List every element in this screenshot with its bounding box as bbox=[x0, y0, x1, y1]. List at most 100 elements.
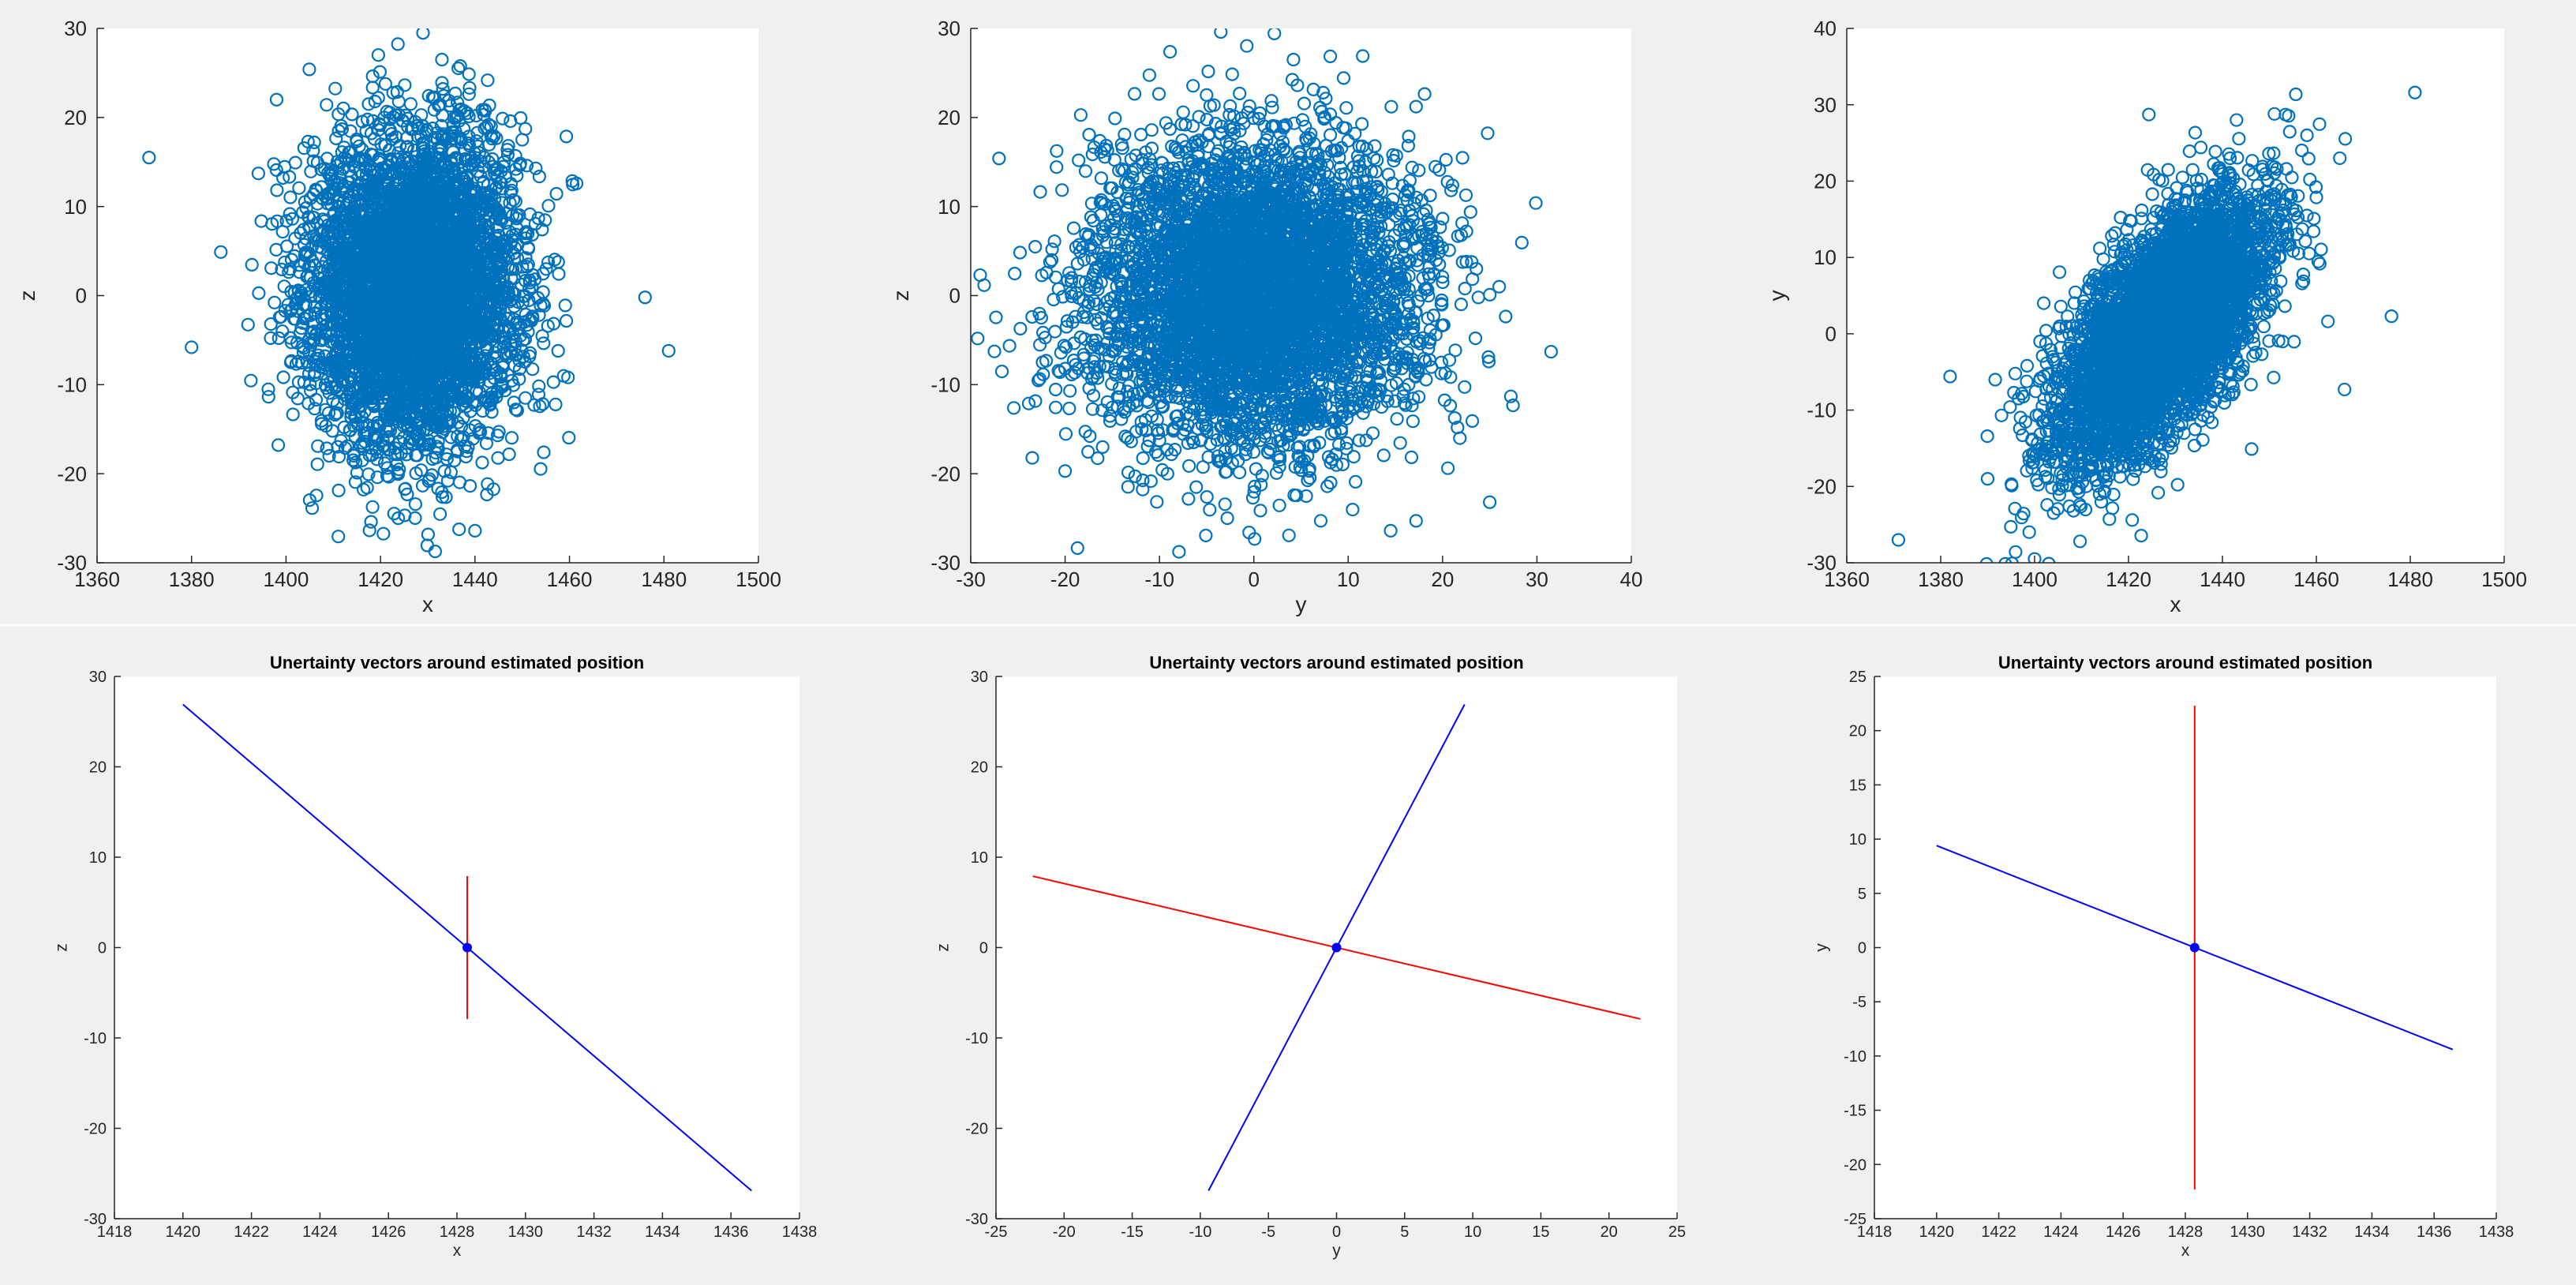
y-tick-label: 0 bbox=[1825, 322, 1837, 346]
x-tick-label: 1432 bbox=[576, 1223, 612, 1241]
y-tick-label: 25 bbox=[1849, 669, 1866, 686]
y-tick-label: -30 bbox=[930, 551, 960, 575]
y-axis-label: y bbox=[1812, 943, 1830, 952]
x-tick-label: -5 bbox=[1261, 1223, 1275, 1241]
y-tick-label: -10 bbox=[57, 373, 87, 396]
y-tick-label: -25 bbox=[1844, 1211, 1866, 1228]
y-axis-label: z bbox=[52, 943, 70, 952]
x-axis-label: x bbox=[2170, 592, 2181, 616]
estimated-position-marker bbox=[462, 943, 472, 953]
x-tick-label: 10 bbox=[1337, 568, 1360, 591]
y-axis-label: z bbox=[934, 943, 952, 952]
x-tick-label: 1424 bbox=[302, 1223, 338, 1241]
x-tick-label: -20 bbox=[1053, 1223, 1076, 1241]
y-tick-label: 30 bbox=[64, 17, 87, 40]
y-tick-label: 30 bbox=[938, 17, 960, 40]
x-tick-label: 1434 bbox=[645, 1223, 680, 1241]
subplot-1: 1360 1380 1400 1420 1440 1460 1480 1500-30-20-1… bbox=[15, 17, 781, 616]
y-tick-label: -10 bbox=[1844, 1048, 1866, 1066]
y-tick-label: 20 bbox=[64, 106, 87, 129]
x-tick-label: 1500 bbox=[2481, 568, 2527, 591]
x-tick-label: 1460 bbox=[547, 568, 593, 591]
y-tick-label: 10 bbox=[89, 849, 107, 867]
y-tick-label: 10 bbox=[938, 195, 960, 219]
y-tick-label: 20 bbox=[1814, 170, 1837, 193]
y-tick-label: 10 bbox=[1849, 831, 1866, 849]
x-tick-label: -10 bbox=[1189, 1223, 1211, 1241]
x-tick-label: -15 bbox=[1121, 1223, 1144, 1241]
x-tick-label: 1430 bbox=[2230, 1223, 2266, 1241]
y-tick-label: 40 bbox=[1814, 17, 1837, 40]
y-tick-label: -30 bbox=[965, 1211, 988, 1228]
x-tick-label: 40 bbox=[1620, 568, 1643, 591]
y-tick-label: 0 bbox=[1858, 940, 1866, 957]
x-tick-label: 5 bbox=[1400, 1223, 1409, 1241]
subplot-6: 1418 1420 1422 1424 1426 1428 1430 1432 1434 1436… bbox=[1812, 653, 2514, 1260]
x-tick-label: 1436 bbox=[2417, 1223, 2452, 1241]
chart-title: Unertainty vectors around estimated posi… bbox=[270, 653, 644, 672]
subplot-5: -25 -20 -15 -10 -5 0 5 10 15 20 25-30-20-100102030… bbox=[934, 653, 1686, 1260]
x-tick-label: 30 bbox=[1526, 568, 1548, 591]
x-tick-label: 1422 bbox=[234, 1223, 269, 1241]
x-tick-label: 1436 bbox=[713, 1223, 749, 1241]
chart-title: Unertainty vectors around estimated posi… bbox=[1998, 653, 2372, 672]
estimated-position-marker bbox=[1332, 943, 1342, 953]
y-axis-label: y bbox=[1765, 290, 1789, 302]
x-tick-label: 1426 bbox=[2106, 1223, 2141, 1241]
plot-area bbox=[114, 676, 799, 1219]
estimated-position-marker bbox=[2190, 943, 2200, 953]
y-tick-label: 15 bbox=[1849, 777, 1866, 794]
x-axis-label: x bbox=[453, 1242, 462, 1260]
y-tick-label: 0 bbox=[979, 940, 988, 957]
y-tick-label: 20 bbox=[938, 106, 960, 129]
y-tick-label: -5 bbox=[1852, 994, 1866, 1011]
x-tick-label: 1432 bbox=[2292, 1223, 2327, 1241]
y-tick-label: -30 bbox=[84, 1211, 107, 1228]
chart-title: Unertainty vectors around estimated posi… bbox=[1149, 653, 1523, 672]
x-tick-label: 1438 bbox=[782, 1223, 818, 1241]
y-tick-label: 30 bbox=[1814, 93, 1837, 117]
y-tick-label: 20 bbox=[89, 759, 107, 777]
y-tick-label: 0 bbox=[98, 940, 107, 957]
x-tick-label: 1428 bbox=[2168, 1223, 2203, 1241]
x-tick-label: 1420 bbox=[358, 568, 403, 591]
x-tick-label: 1428 bbox=[440, 1223, 475, 1241]
y-tick-label: -15 bbox=[1844, 1103, 1866, 1120]
x-tick-label: 1420 bbox=[2106, 568, 2151, 591]
x-tick-label: 0 bbox=[1248, 568, 1259, 591]
x-axis-label: x bbox=[2181, 1242, 2190, 1260]
y-tick-label: -20 bbox=[930, 462, 960, 485]
subplot-3: 1360 1380 1400 1420 1440 1460 1480 1500-30-20-1… bbox=[1765, 17, 2527, 616]
y-tick-label: 0 bbox=[76, 284, 87, 308]
x-tick-label: 1420 bbox=[166, 1223, 201, 1241]
x-tick-label: 1440 bbox=[452, 568, 498, 591]
x-tick-label: 1400 bbox=[264, 568, 309, 591]
x-tick-label: 1438 bbox=[2479, 1223, 2514, 1241]
y-tick-label: 20 bbox=[1849, 723, 1866, 740]
x-tick-label: 10 bbox=[1464, 1223, 1481, 1241]
row-divider bbox=[0, 624, 2576, 627]
y-tick-label: -10 bbox=[965, 1030, 988, 1047]
x-tick-label: 1480 bbox=[2387, 568, 2433, 591]
x-tick-label: 1380 bbox=[169, 568, 215, 591]
x-tick-label: 1424 bbox=[2043, 1223, 2079, 1241]
y-tick-label: 30 bbox=[971, 669, 988, 686]
x-tick-label: 0 bbox=[1332, 1223, 1341, 1241]
x-axis-label: x bbox=[422, 592, 433, 616]
x-axis-label: y bbox=[1296, 592, 1307, 616]
x-tick-label: 1430 bbox=[508, 1223, 544, 1241]
plot-area bbox=[1874, 676, 2496, 1219]
x-axis-label: y bbox=[1332, 1242, 1341, 1260]
y-tick-label: -30 bbox=[57, 551, 87, 575]
x-tick-label: 1400 bbox=[2012, 568, 2057, 591]
y-tick-label: 10 bbox=[1814, 245, 1837, 269]
y-tick-label: 0 bbox=[949, 284, 960, 308]
y-tick-label: -20 bbox=[84, 1121, 107, 1138]
x-tick-label: 1380 bbox=[1918, 568, 1964, 591]
x-tick-label: 1434 bbox=[2354, 1223, 2390, 1241]
x-tick-label: 1422 bbox=[1981, 1223, 2016, 1241]
x-tick-label: 1420 bbox=[1919, 1223, 1955, 1241]
subplot-4: 1418 1420 1422 1424 1426 1428 1430 1432 1434 1436… bbox=[52, 653, 817, 1260]
